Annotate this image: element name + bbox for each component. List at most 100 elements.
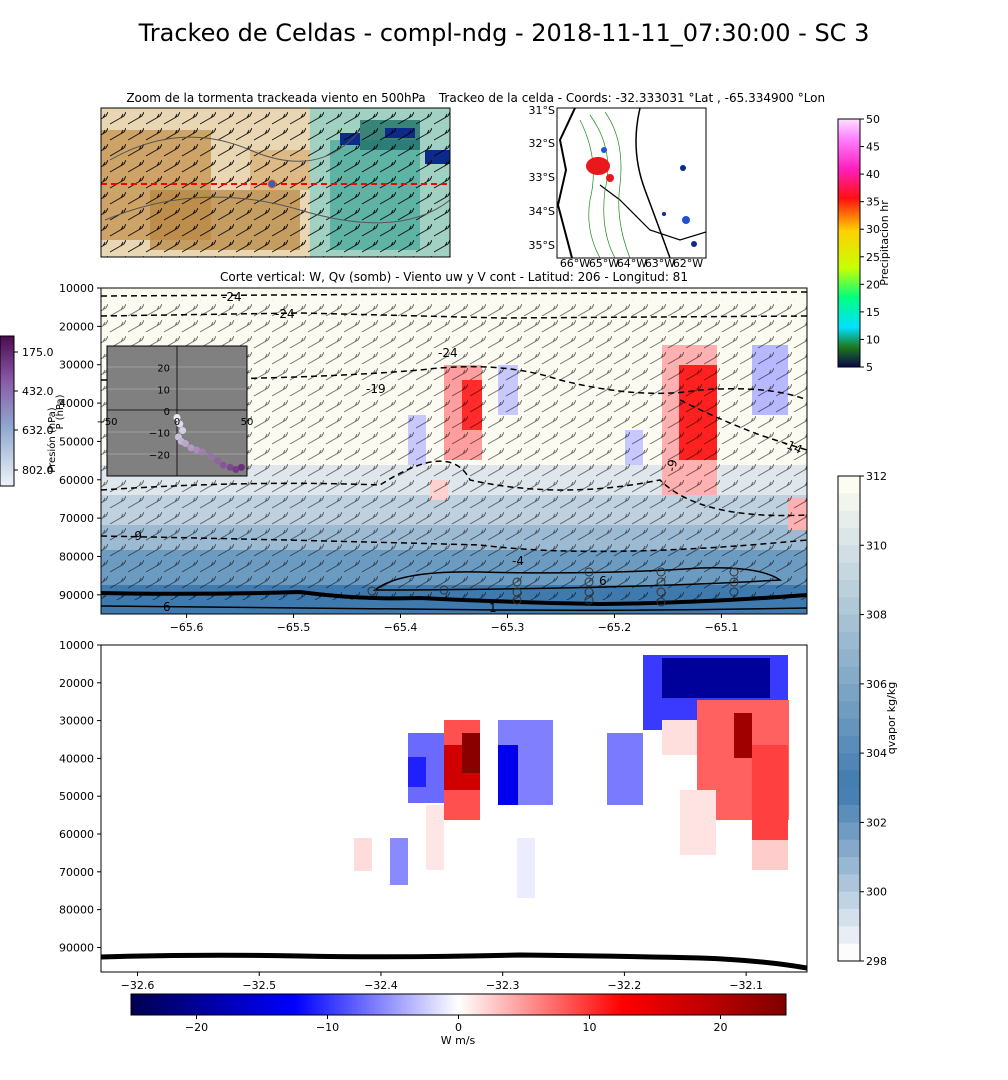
qvapor-colorbar-segment [838, 649, 860, 668]
w-cell [607, 733, 643, 805]
sounding-markers [367, 567, 739, 607]
qvapor-colorbar-segment [838, 527, 860, 546]
map-y-tick: 34°S [529, 205, 555, 218]
track-inset-x-tick: 50 [241, 417, 254, 428]
map-boundary [599, 184, 706, 241]
precip-colorbar-tick: 45 [866, 141, 880, 154]
precip-colorbar-tick: 30 [866, 223, 880, 236]
contour-label: 1 [489, 601, 497, 615]
map-x-ticks: 66°W 65°W 64°W 63°W 62°W [560, 257, 703, 270]
w-section-y-tick: 80000 [59, 904, 94, 917]
vertical-section-y-tick: 80000 [59, 550, 94, 563]
zoom-title: Zoom de la tormenta trackeada viento en … [126, 91, 425, 105]
track-point [173, 414, 181, 421]
precip-colorbar-tick: 35 [866, 196, 880, 209]
w-section-y-tick: 30000 [59, 715, 94, 728]
contour-label: -9 [664, 458, 680, 472]
track-point [198, 448, 206, 456]
w-cell [734, 713, 752, 758]
qvapor-colorbar-label: qvapor kg/kg [885, 682, 898, 754]
map-cell [680, 165, 686, 171]
map-x-tick: 64°W [617, 257, 647, 270]
qvapor-colorbar-segment [838, 787, 860, 806]
qvapor-colorbar-tick: 306 [866, 678, 887, 691]
w-section-x-tick: −32.4 [364, 979, 398, 992]
qvapor-colorbar-tick: 308 [866, 609, 887, 622]
qvapor-colorbar-tick: 298 [866, 955, 887, 968]
contour-label: 6 [599, 574, 607, 588]
contour-label: -24 [222, 290, 242, 304]
qvapor-colorbar-segment [838, 891, 860, 910]
qvapor-colorbar-segment [838, 926, 860, 945]
pressure-colorbar-tick: 175.0 [22, 346, 54, 359]
w-section-x-tick: −32.1 [729, 979, 763, 992]
qvapor-colorbar-segment [838, 545, 860, 564]
w-cell [354, 838, 372, 871]
w-cell [662, 658, 770, 698]
qvapor-colorbar-tick: 302 [866, 816, 887, 829]
map-y-tick: 33°S [529, 171, 555, 184]
map-x-tick: 63°W [645, 257, 675, 270]
track-inset: −50 0 50 20 10 0 −10 −20 P (hPa) [55, 345, 254, 477]
qvapor-colorbar-segment [838, 874, 860, 893]
w-section-x-tick: −32.3 [486, 979, 520, 992]
precip-colorbar-tick: 10 [866, 333, 880, 346]
map-y-tick: 35°S [529, 239, 555, 252]
w-cell [390, 838, 408, 885]
precip-colorbar-tick: 5 [866, 361, 873, 374]
vertical-section-x-tick: −65.1 [705, 621, 739, 634]
precip-colorbar: 5 10 15 20 25 30 35 40 45 50 Precipitacion hr [837, 113, 891, 374]
w-section-y-tick: 40000 [59, 752, 94, 765]
pressure-colorbar-tick: 632.0 [22, 424, 54, 437]
track-point [237, 463, 245, 471]
map-boundary [557, 108, 576, 258]
zoom-contour [104, 196, 450, 224]
qvapor-colorbar-segment [838, 597, 860, 616]
qvapor-colorbar-segment [838, 857, 860, 875]
w-cell [408, 757, 426, 787]
vertical-section-title: Corte vertical: W, Qv (somb) - Viento uw… [220, 270, 688, 284]
map-boundary [635, 108, 671, 258]
precip-colorbar-tick: 40 [866, 168, 880, 181]
contour-label: -24 [438, 346, 458, 360]
contour-label: -19 [366, 382, 386, 396]
track-point [179, 427, 187, 434]
w-cell [752, 840, 788, 870]
qvapor-colorbar-segment [838, 579, 860, 598]
qvapor-colorbar-segment [838, 770, 860, 789]
w-section-x-tick: −32.2 [608, 979, 642, 992]
w-colorbar-tick: 10 [583, 1021, 597, 1034]
track-inset-y-tick: 0 [164, 407, 170, 418]
w-section-y-tick: 20000 [59, 677, 94, 690]
figure-title: Trackeo de Celdas - compl-ndg - 2018-11-… [138, 19, 870, 47]
qvapor-colorbar-segment [838, 909, 860, 927]
contour-label: -24 [275, 307, 295, 321]
contour-label: -9 [130, 529, 142, 543]
pressure-colorbar-tick: 802.0 [22, 464, 54, 477]
map-contours [589, 114, 616, 258]
w-section-y-tick: 90000 [59, 941, 94, 954]
map-cell [682, 216, 690, 224]
qvapor-colorbar-segment [838, 718, 860, 737]
w-colorbar-tick: 0 [455, 1021, 462, 1034]
qvapor-colorbar-segment [838, 805, 860, 823]
w-colorbar: −20 −10 0 10 20 W m/s [130, 993, 787, 1047]
vertical-section-y-tick: 20000 [59, 320, 94, 333]
vertical-section-x-tick: −65.6 [170, 621, 204, 634]
vertical-section-y-tick: 60000 [59, 474, 94, 487]
map-title: Trackeo de la celda - Coords: -32.333031… [438, 91, 825, 105]
contour-label: -4 [512, 554, 524, 568]
w-colorbar-label: W m/s [441, 1034, 476, 1047]
qvapor-colorbar-segment [838, 735, 860, 754]
track-point [232, 466, 240, 473]
vertical-section-x-tick: −65.5 [277, 621, 311, 634]
w-cell [498, 745, 518, 805]
terrain-line [101, 952, 807, 971]
qvapor-colorbar-segment [838, 631, 860, 650]
contour-label: 6 [163, 600, 171, 614]
w-section-panel: −32.6 −32.5 −32.4 −32.3 −32.2 −32.1 10000 2000… [59, 639, 808, 992]
vertical-section-y-tick: 30000 [59, 359, 94, 372]
w-section-y-tick: 60000 [59, 828, 94, 841]
qvapor-colorbar-segment [838, 614, 860, 633]
